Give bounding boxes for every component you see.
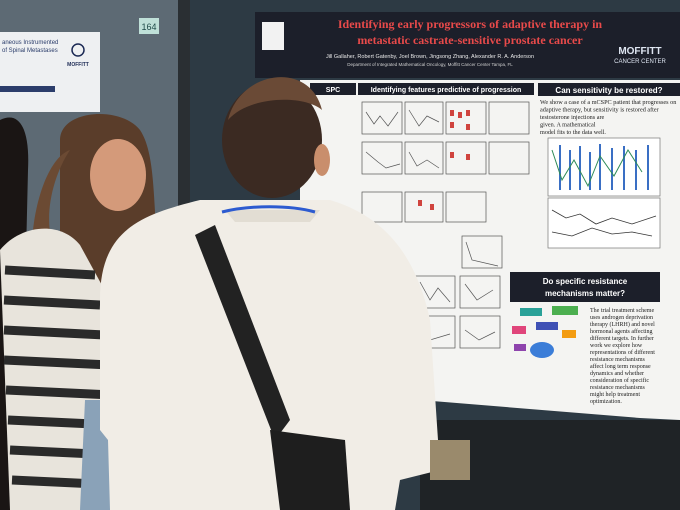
body-text: different targets. In further [590,335,654,342]
bag [270,430,350,510]
poster-header [255,12,680,78]
poster-title: metastatic castrate-sensitive prostate c… [357,33,583,47]
figure-panel [547,137,661,197]
body-text: hormonal agents affecting [590,328,653,335]
section-heading: Identifying features predictive of progr… [371,87,522,94]
poster-logo: CANCER CENTER [614,59,666,65]
body-text: model fits to the data well. [540,129,606,136]
figure-line [551,209,657,237]
heatmap-dots [418,110,470,210]
board-number-tag [139,18,159,34]
poster-title: Identifying early progressors of adaptiv… [338,17,603,31]
section-heading: mechanisms matter? [545,289,625,298]
body-text: affect long term response [590,363,651,370]
figure-bars [559,144,649,190]
hair-highlight [228,77,322,120]
body-text: uses androgen deprivation [590,315,653,321]
section-body: We show a case of a mCSPC patient that p… [540,99,676,136]
collar [225,210,320,222]
body-text: testosterone injections are [540,114,605,121]
body-text: optimization. [590,399,622,405]
section-heading: SPC [326,87,340,94]
ear [314,144,330,176]
bag-strap [195,225,290,440]
body-text: The trial treatment scheme [590,308,654,314]
section-heading: Can sensitivity be restored? [555,86,662,95]
board-number: 164 [141,22,156,32]
section-heading: Do specific resistance [543,277,628,286]
poster-logo: MOFFITT [618,46,661,57]
face [90,139,146,211]
poster-icon [262,22,284,50]
left-poster-bar [0,86,55,92]
body-text: adaptive therapy, but sensitivity is res… [540,107,659,114]
body-text: might help treatment [590,392,640,398]
body-text: given. A mathematical [540,122,596,129]
body-text: representations of different [590,349,655,356]
left-poster-title: aneous Instrumented [2,40,58,46]
body-text: consideration of specific [590,377,649,384]
body-text: We show a case of a mCSPC patient that p… [540,99,676,106]
lanyard [221,205,316,214]
poster-affiliation: Department of Integrated Mathematical On… [347,62,513,67]
section-bar [510,272,660,302]
body-text: work we explore how [590,343,643,349]
body-text: resistance mechanisms [590,385,645,391]
section-bar [358,83,534,95]
shirt-stripes [3,265,119,490]
poster-authors: Jill Gallaher, Robert Gatenby, Joel Brow… [326,54,534,60]
body-text: resistance mechanisms [590,357,645,363]
left-poster-title: of Spinal Metastases [2,48,58,54]
section-bar [310,83,356,95]
white-shirt [100,200,440,510]
section-bar [538,83,680,96]
left-logo-mark [71,43,85,57]
person-legs [430,440,470,480]
figure-grid [361,101,530,349]
figure-panel [547,197,661,249]
head-hair [222,82,322,198]
figure-line [551,149,643,188]
left-logo: MOFFITT [67,62,89,68]
body-text: dynamics and whether [590,371,644,377]
left-poster [0,32,100,112]
mechanism-diagram [512,306,578,358]
body-text: therapy (LHRH) and novel [590,321,655,328]
